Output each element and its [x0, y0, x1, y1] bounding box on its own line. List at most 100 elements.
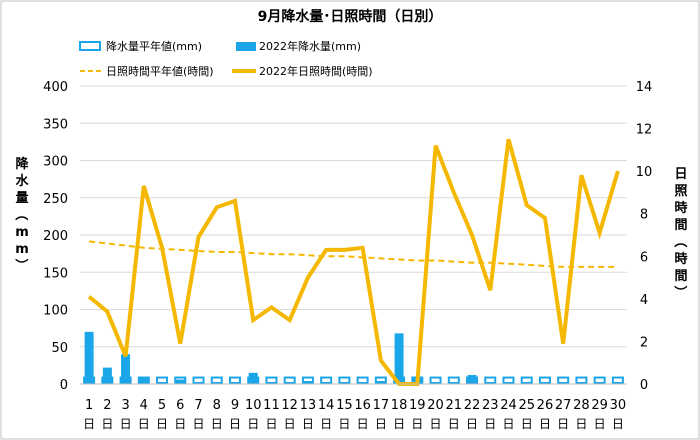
avg-precip-bar: [283, 376, 296, 384]
x-tick-day-suffix: 日: [211, 417, 223, 431]
precip-2022-bars: [84, 331, 477, 384]
x-tick-day-suffix: 日: [247, 417, 259, 431]
avg-precip-bar: [356, 376, 369, 384]
y-axis-right-ticks: 0 2 4 6 8 10 12 14: [636, 80, 653, 393]
x-tick-label: 3: [121, 398, 129, 413]
x-tick-day-suffix: 日: [156, 417, 168, 431]
axis-title-char: 降: [15, 156, 29, 172]
legend-label-2022-sun: 2022年日照時間(時間): [259, 64, 373, 78]
avg-precip-bar: [502, 376, 515, 384]
x-tick-label: 29: [591, 398, 608, 413]
y-right-tick-label: 0: [640, 378, 648, 393]
x-tick-label: 4: [140, 398, 148, 413]
y-left-tick-label: 50: [51, 341, 68, 356]
x-tick-label: 15: [336, 398, 353, 413]
avg-precip-bar: [593, 376, 606, 384]
y-left-tick-label: 250: [43, 192, 68, 207]
axis-title-char: 水: [15, 173, 29, 189]
y-left-tick-label: 300: [43, 155, 68, 170]
x-tick-label: 25: [518, 398, 535, 413]
sunshine-2022-line-path: [87, 138, 620, 386]
x-tick-label: 27: [555, 398, 572, 413]
avg-precip-bar: [557, 376, 570, 384]
y-right-tick-label: 14: [636, 80, 653, 95]
axis-title-char: （: [13, 207, 29, 220]
axis-title-char: （: [672, 234, 688, 247]
chart-title: 9月降水量･日照時間（日別）: [258, 8, 443, 25]
avg-precip-bar: [228, 376, 241, 384]
legend-label-avg-sun: 日照時間平年値(時間): [106, 64, 214, 78]
precip-2022-bar: [139, 378, 149, 384]
x-tick-day-suffix: 日: [484, 417, 496, 431]
y-left-tick-label: 200: [43, 229, 68, 244]
y-axis-left-ticks: 0 50 100 150 200 250 300 350 400: [43, 80, 68, 393]
x-tick-day-suffix: 日: [284, 417, 296, 431]
x-tick-day-suffix: 日: [411, 417, 423, 431]
precip-2022-bar: [84, 331, 94, 384]
avg-precip-bar: [338, 376, 351, 384]
y-right-tick-label: 8: [640, 208, 648, 223]
x-tick-day-suffix: 日: [375, 417, 387, 431]
axis-title-char: m: [15, 225, 29, 240]
x-tick-day-suffix: 日: [393, 417, 405, 431]
x-tick-day-suffix: 日: [193, 417, 205, 431]
x-tick-label: 8: [213, 398, 221, 413]
x-tick-label: 13: [300, 398, 317, 413]
x-tick-label: 9: [231, 398, 239, 413]
x-tick-day-suffix: 日: [594, 417, 606, 431]
y-left-tick-label: 350: [43, 117, 68, 132]
x-tick-label: 7: [194, 398, 202, 413]
axis-title-char: 時: [674, 200, 687, 216]
x-tick-day-suffix: 日: [138, 417, 150, 431]
x-tick-label: 2: [103, 398, 111, 413]
x-tick-label: 21: [446, 398, 463, 413]
x-tick-label: 10: [245, 398, 262, 413]
precip-2022-bar: [394, 333, 404, 384]
avg-precip-bar: [575, 376, 588, 384]
legend-swatch-avg-precip: [79, 41, 101, 51]
axis-title-char: ）: [13, 258, 29, 271]
y-right-tick-label: 12: [636, 123, 653, 138]
axis-title-char: 照: [674, 184, 687, 199]
avg-precip-bar: [320, 376, 333, 384]
x-tick-label: 5: [158, 398, 166, 413]
x-tick-label: 1: [85, 398, 93, 413]
y-right-tick-label: 6: [640, 250, 648, 265]
x-tick-day-suffix: 日: [320, 417, 332, 431]
axis-title-char: m: [15, 242, 29, 257]
x-tick-label: 26: [537, 398, 554, 413]
gridlines: [80, 85, 627, 348]
x-tick-day-suffix: 日: [575, 417, 587, 431]
y-left-tick-label: 150: [43, 266, 68, 281]
x-tick-label: 22: [464, 398, 481, 413]
precip-2022-bar: [175, 379, 185, 384]
avg-precip-bar: [484, 376, 497, 384]
x-tick-day-suffix: 日: [120, 417, 132, 431]
x-tick-label: 30: [610, 398, 627, 413]
axis-title-char: 日: [674, 167, 687, 182]
x-tick-label: 23: [482, 398, 499, 413]
x-tick-day-suffix: 日: [612, 417, 624, 431]
avg-sunshine-line-path: [88, 240, 618, 268]
x-tick-label: 24: [500, 398, 517, 413]
avg-precip-bar: [429, 376, 442, 384]
axis-title-char: 時: [674, 251, 687, 267]
x-tick-label: 11: [263, 398, 280, 413]
x-tick-label: 6: [176, 398, 184, 413]
avg-precip-bar: [210, 376, 223, 384]
precip-2022-bar: [303, 381, 313, 384]
axis-title-char: ）: [672, 285, 688, 298]
x-tick-day-suffix: 日: [357, 417, 369, 431]
y-right-tick-label: 2: [640, 335, 648, 350]
y-axis-right-title: 日照時間（時間）: [672, 167, 688, 299]
x-tick-label: 12: [281, 398, 298, 413]
x-tick-day-suffix: 日: [502, 417, 514, 431]
x-tick-day-suffix: 日: [521, 417, 533, 431]
x-tick-day-suffix: 日: [101, 417, 113, 431]
x-tick-label: 16: [354, 398, 371, 413]
x-tick-day-suffix: 日: [539, 417, 551, 431]
x-tick-day-suffix: 日: [448, 417, 460, 431]
axis-title-char: 量: [15, 191, 28, 206]
precip-2022-bar: [376, 381, 386, 384]
